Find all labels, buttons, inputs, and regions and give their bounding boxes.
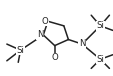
Text: Si: Si: [16, 46, 24, 55]
Text: N: N: [36, 30, 43, 39]
Text: Si: Si: [95, 21, 103, 30]
Text: O: O: [51, 53, 58, 62]
Text: O: O: [41, 17, 47, 26]
Text: Si: Si: [95, 55, 103, 64]
Text: N: N: [78, 39, 85, 48]
